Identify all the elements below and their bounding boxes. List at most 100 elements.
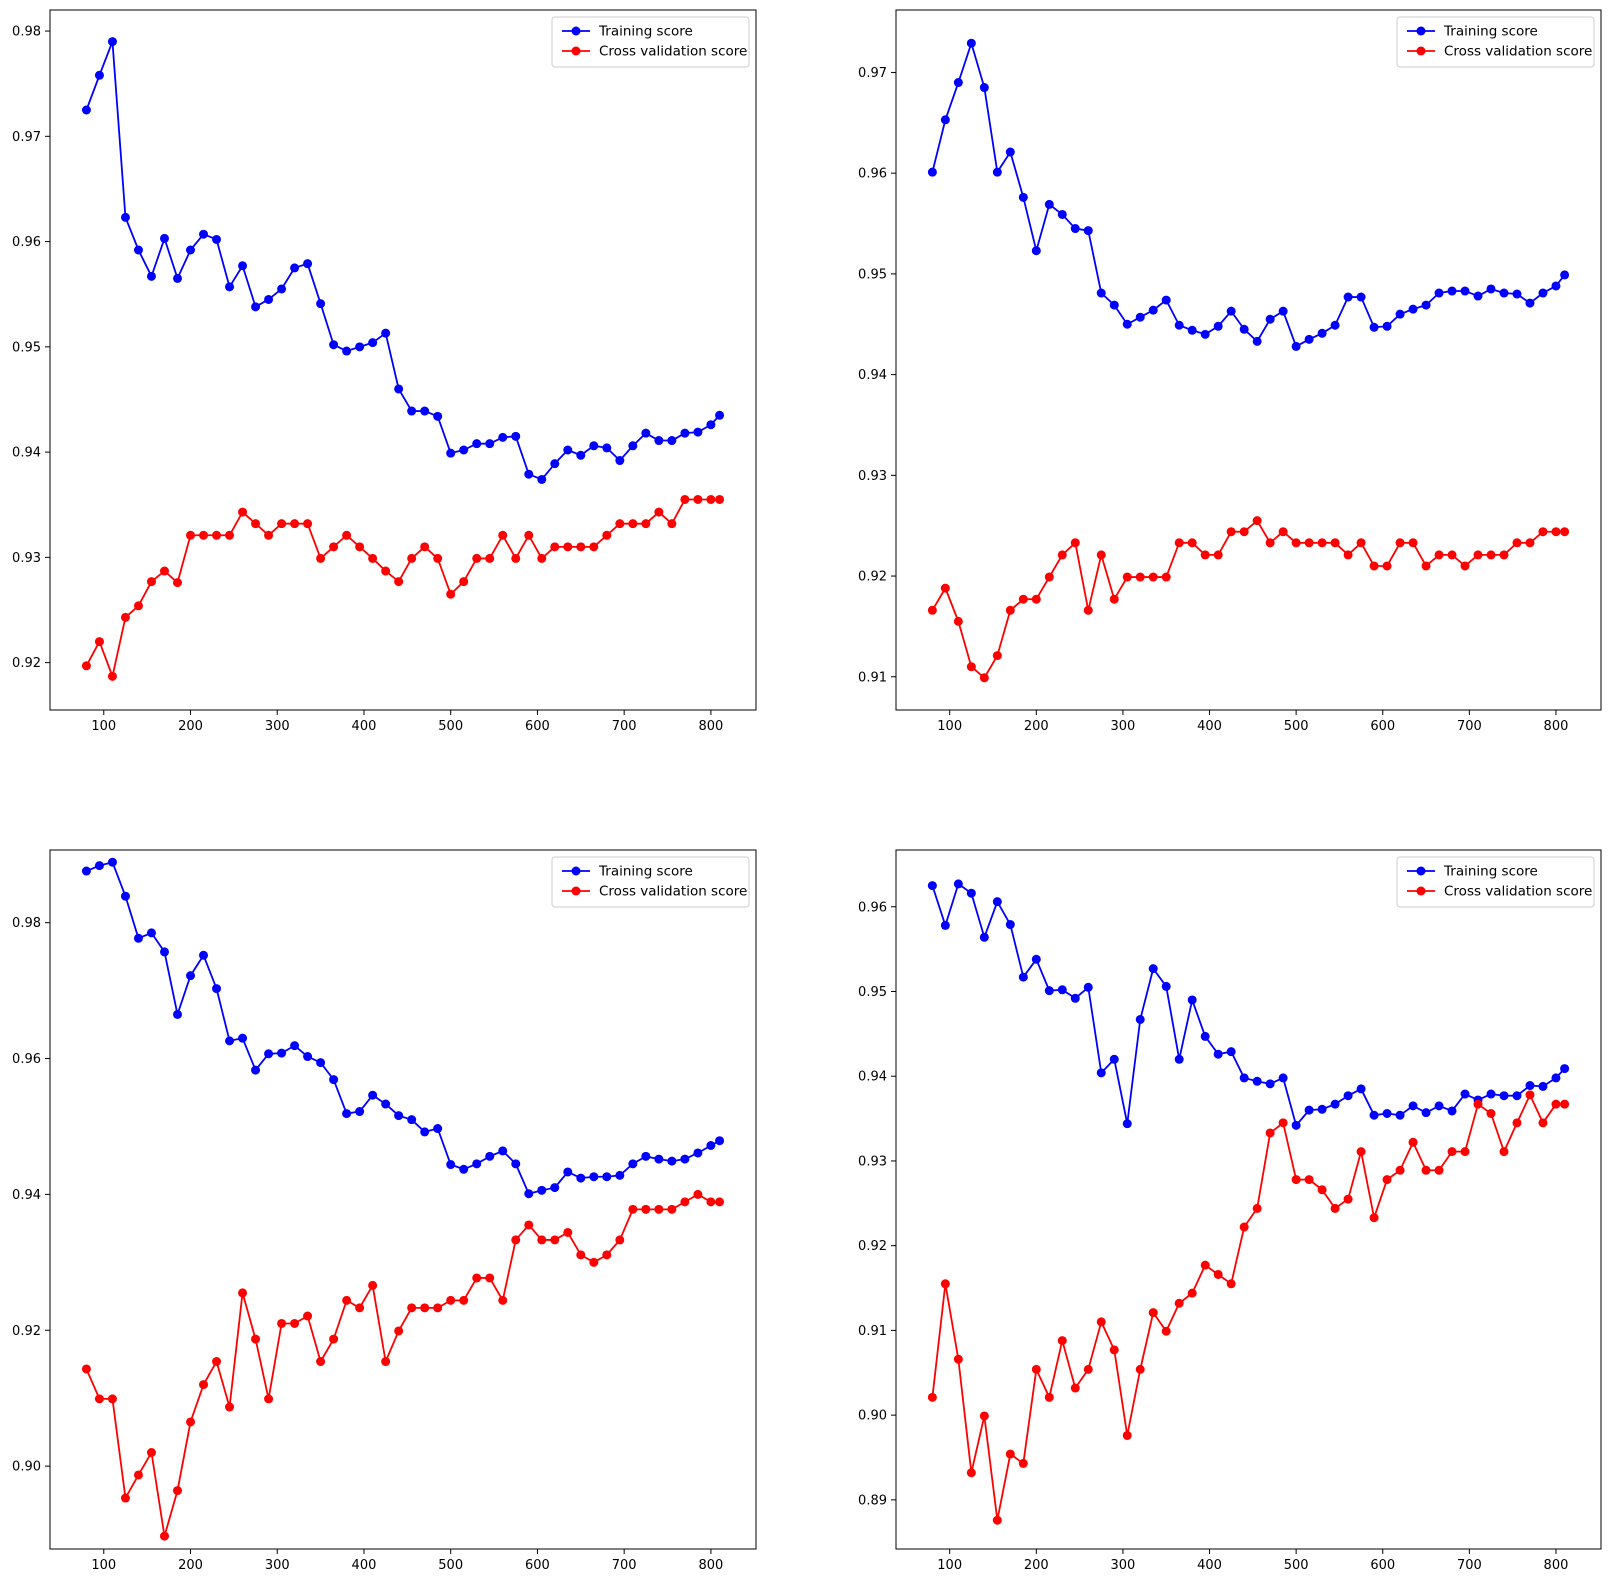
data-point [107,671,117,681]
data-point [1148,305,1158,315]
data-point [81,105,91,115]
y-tick-label: 0.95 [858,985,887,1000]
data-point [953,78,963,88]
legend-label: Cross validation score [599,884,747,900]
x-tick-label: 600 [1370,1558,1395,1573]
data-point [1200,1031,1210,1041]
data-point [1278,527,1288,537]
data-point [641,1204,651,1214]
data-point [1486,550,1496,560]
data-point [927,881,937,891]
legend-label: Training score [1443,864,1538,880]
data-point [1200,1260,1210,1270]
data-point [992,1515,1002,1525]
data-point [159,947,169,957]
data-point [1239,324,1249,334]
data-point [186,1417,196,1427]
data-point [107,857,117,867]
data-point [511,1159,521,1169]
y-tick-label: 0.93 [12,551,41,566]
data-point [368,1090,378,1100]
legend-marker [571,46,581,56]
legend-box [551,856,750,908]
data-point [641,1151,651,1161]
data-point [667,1204,677,1214]
data-point [715,1136,725,1146]
legend-item: Cross validation score [1407,44,1592,60]
data-point [1317,1104,1327,1114]
data-point [146,1448,156,1458]
data-point [563,445,573,455]
data-point [290,1318,300,1328]
data-point [394,1111,404,1121]
data-point [979,932,989,942]
data-point [1369,1110,1379,1120]
data-point [1330,538,1340,548]
data-point [1408,538,1418,548]
data-point [1005,147,1015,157]
data-point [107,37,117,47]
data-point [1083,605,1093,615]
data-point [1434,550,1444,560]
data-point [420,1127,430,1137]
legend-marker [571,26,581,36]
y-axis: 0.90 0.92 0.94 0.96 0.98 [12,916,50,1475]
x-tick-label: 800 [1544,719,1569,734]
legend-marker [1416,866,1426,876]
y-axis: 0.92 0.93 0.94 0.95 0.96 0.97 0.98 [12,25,50,671]
data-point [1213,1049,1223,1059]
y-tick-label: 0.96 [12,235,41,250]
data-point [277,1318,287,1328]
data-point [1070,1383,1080,1393]
data-point [1395,1165,1405,1175]
y-tick-label: 0.92 [12,656,41,671]
data-point [940,1279,950,1289]
data-point [1551,527,1561,537]
data-point [159,233,169,243]
data-point [1434,1165,1444,1175]
data-point [251,1065,261,1075]
data-point [498,1146,508,1156]
data-point [238,1288,248,1298]
data-point [1239,527,1249,537]
data-point [212,530,222,540]
data-point [1525,298,1535,308]
data-point [1161,981,1171,991]
data-point [159,1531,169,1541]
data-point [1096,288,1106,298]
data-point [1434,1101,1444,1111]
data-point [1187,538,1197,548]
data-point [1161,295,1171,305]
data-point [524,1189,534,1199]
data-point [537,474,547,484]
data-point [654,1154,664,1164]
data-point [238,261,248,271]
data-point [715,1197,725,1207]
y-tick-label: 0.94 [858,368,887,383]
data-point [524,1220,534,1230]
data-point [186,971,196,981]
data-point [120,891,130,901]
y-tick-label: 0.90 [12,1460,41,1475]
data-point [1512,538,1522,548]
data-point [1343,1194,1353,1204]
data-point [159,566,169,576]
data-point [1408,1101,1418,1111]
data-point [524,469,534,479]
x-tick-label: 600 [1370,719,1395,734]
data-point [1538,288,1548,298]
data-point [290,263,300,273]
x-axis: 100 200 300 400 500 600 700 800 [937,710,1568,734]
legend: Training score Cross validation score [1396,856,1595,908]
data-point [1265,1128,1275,1138]
legend-item: Cross validation score [562,884,747,900]
data-point [225,282,235,292]
data-point [1382,1109,1392,1118]
data-point [1122,319,1132,329]
data-point [563,1227,573,1237]
legend-marker [571,866,581,876]
data-point [186,530,196,540]
data-point [355,342,365,352]
data-point [1005,605,1015,615]
data-point [1499,550,1509,560]
